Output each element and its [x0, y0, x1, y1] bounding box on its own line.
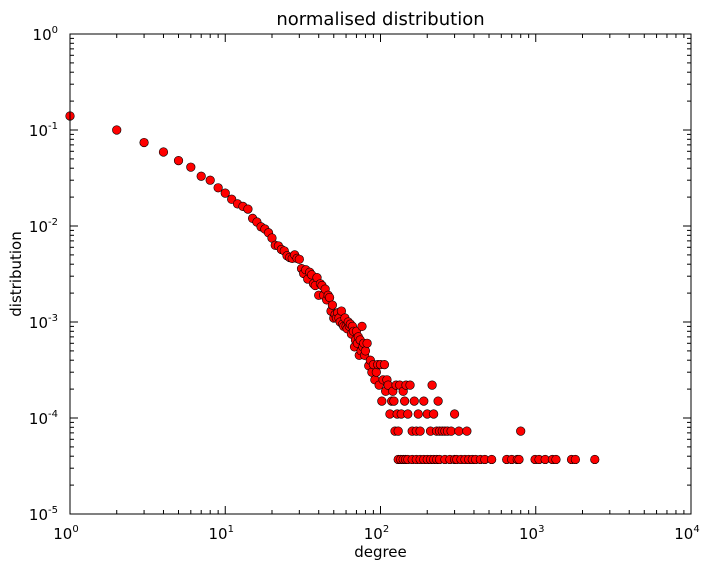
data-point — [362, 338, 372, 348]
chart-title: normalised distribution — [276, 9, 484, 30]
data-point — [243, 204, 253, 214]
data-point — [427, 380, 437, 390]
data-point — [570, 454, 580, 465]
data-point — [294, 254, 304, 264]
data-point — [429, 409, 439, 419]
y-tick-label: 100 — [33, 25, 58, 44]
data-point — [403, 409, 413, 419]
data-point — [462, 426, 472, 436]
data-point — [324, 292, 335, 303]
y-tick-label: 10-3 — [29, 313, 58, 332]
y-tick-label: 10-4 — [29, 409, 58, 428]
data-point — [371, 367, 381, 377]
data-point — [327, 300, 338, 310]
y-axis-label: distribution — [7, 231, 25, 316]
data-point — [213, 183, 223, 193]
data-point — [514, 454, 524, 465]
data-point — [400, 396, 410, 406]
data-point — [419, 396, 429, 406]
data-points — [65, 111, 600, 465]
data-point — [173, 156, 184, 166]
data-point — [449, 409, 460, 419]
axis-ticks: 100 101 102 103 104 10-5 10-4 10-3 10-2 10-1 100 — [29, 25, 700, 543]
data-point — [205, 175, 215, 185]
data-point — [433, 396, 443, 406]
data-point — [405, 380, 415, 390]
data-point — [158, 147, 169, 157]
data-point — [379, 359, 390, 370]
x-tick-label: 101 — [209, 524, 234, 543]
x-tick-label: 100 — [53, 524, 78, 543]
data-point — [112, 125, 122, 135]
y-tick-label: 10-5 — [29, 505, 58, 524]
data-point — [377, 396, 387, 406]
x-tick-label: 104 — [674, 524, 699, 543]
data-point — [393, 426, 403, 436]
data-point — [409, 396, 419, 406]
data-point — [186, 162, 196, 172]
y-tick-label: 10-2 — [29, 217, 58, 236]
data-point — [196, 171, 206, 181]
data-point — [389, 396, 399, 406]
plot-frame — [69, 33, 692, 515]
data-point — [360, 346, 371, 356]
data-point — [487, 454, 497, 465]
y-tick-label: 10-1 — [29, 121, 58, 140]
data-point — [446, 426, 456, 436]
data-point — [590, 454, 600, 465]
x-tick-label: 103 — [519, 524, 544, 543]
plot-background — [70, 34, 691, 514]
data-point — [551, 454, 561, 465]
data-point — [139, 137, 149, 148]
data-point — [415, 426, 425, 436]
data-point — [413, 409, 423, 419]
data-point — [357, 321, 367, 331]
data-point — [454, 426, 464, 436]
data-point — [220, 188, 230, 198]
data-point — [516, 426, 526, 436]
x-axis-label: degree — [354, 543, 407, 561]
x-tick-label: 102 — [364, 524, 389, 543]
